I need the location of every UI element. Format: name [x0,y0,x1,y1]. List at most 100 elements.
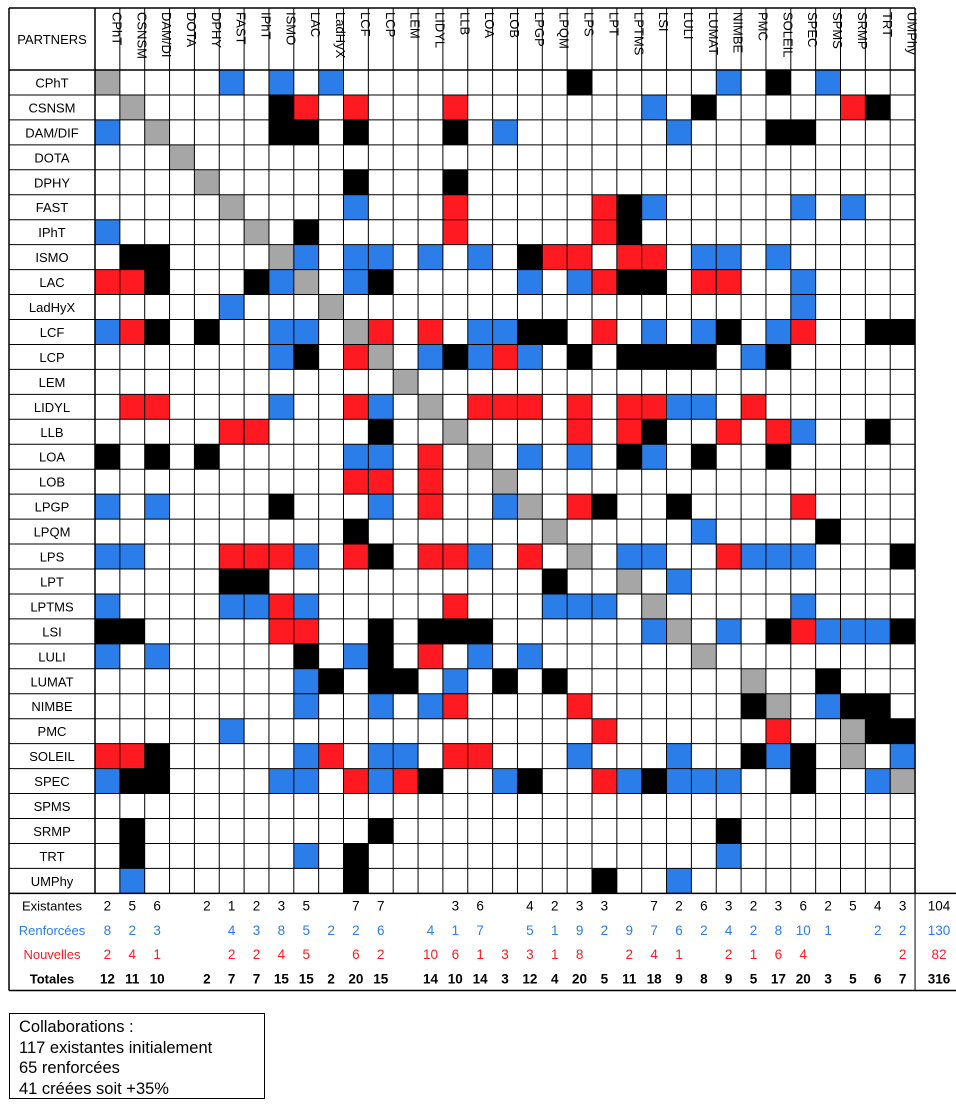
matrix-cell [418,693,443,719]
matrix-cell [418,544,443,569]
matrix-cell [418,618,443,644]
row-label: LPT [40,574,64,589]
matrix-cell [840,94,866,120]
matrix-cell [119,544,145,569]
matrix-cell [244,219,269,245]
matrix-cell [641,94,667,120]
matrix-cell [765,743,791,769]
summary-value: 2 [551,899,559,914]
summary-value: 12 [522,971,537,986]
legend-box: Collaborations : 117 existantes initiale… [9,1013,265,1099]
matrix-cell [268,544,294,569]
matrix-cell [641,394,667,420]
matrix-cell [343,519,369,545]
summary-value: 20 [572,971,587,986]
matrix-cell [517,269,543,295]
column-label: LUMAT [706,12,721,55]
matrix-cell [592,269,617,295]
matrix-cell [293,693,319,719]
matrix-cell [666,618,692,644]
summary-value: 2 [824,899,832,914]
summary-value: 5 [302,923,310,938]
matrix-cell [716,269,742,295]
row-label: DPHY [34,175,70,190]
summary-value: 6 [799,899,807,914]
matrix-cell [616,219,642,245]
column-label: UMPhy [905,12,920,55]
matrix-cell [442,119,468,145]
row-label: LCP [39,350,64,365]
corner-label: PARTNERS [17,32,87,47]
matrix-cell [741,344,766,370]
matrix-cell [616,244,642,270]
matrix-cell [293,743,319,769]
matrix-cell [467,244,493,270]
row-label: LadHyX [29,300,76,315]
matrix-cell [293,618,319,644]
matrix-cell [542,668,568,694]
matrix-cell [691,643,717,669]
summary-value: 5 [601,971,609,986]
row-label: UMPhy [31,874,74,889]
summary-value: 6 [775,947,783,962]
matrix-cell [418,643,443,669]
summary-value: 7 [352,899,360,914]
matrix-cell [194,319,220,345]
matrix-cell [418,768,443,794]
matrix-cell [343,868,369,894]
matrix-cell [268,94,294,120]
matrix-cell [666,494,692,520]
matrix-cell [815,618,841,644]
matrix-cell [641,269,667,295]
matrix-cell [567,494,592,520]
matrix-cell [641,618,667,644]
summary-value: 17 [771,971,786,986]
matrix-cell [517,643,543,669]
legend-line: 65 renforcées [19,1059,120,1077]
matrix-cell [467,344,493,370]
matrix-cell [840,618,866,644]
matrix-cell [765,693,791,719]
column-label: ISMO [283,12,298,45]
column-label: LOA [482,12,497,38]
column-label: LCP [383,12,398,37]
matrix-cell [119,618,145,644]
summary-value: 2 [327,971,335,986]
matrix-cell [741,668,766,694]
summary-value: 11 [125,971,140,986]
summary-value: 6 [476,899,484,914]
matrix-cell [592,319,617,345]
matrix-cell [790,743,816,769]
matrix-cell [840,718,866,744]
matrix-cell [467,319,493,345]
matrix-cell [815,693,841,719]
summary-value: 4 [526,899,534,914]
matrix-cell [666,768,692,794]
matrix-cell [890,768,916,794]
row-label: LUMAT [30,674,73,689]
matrix-cell [293,593,319,619]
matrix-cell [368,494,394,520]
summary-value: 5 [129,899,137,914]
matrix-cell [691,344,717,370]
matrix-cell [865,618,891,644]
matrix-cell [616,344,642,370]
matrix-cell [790,544,816,569]
matrix-cell [293,668,319,694]
summary-value: 2 [899,923,907,938]
matrix-cell [95,119,120,145]
matrix-cell [219,544,245,569]
summary-value: 7 [377,899,385,914]
matrix-cell [467,618,493,644]
column-label: SPMS [830,12,845,49]
matrix-cell [119,768,145,794]
matrix-cell [368,319,394,345]
matrix-cell [890,319,916,345]
summary-value: 5 [526,923,534,938]
matrix-cell [716,618,742,644]
summary-label: Nouvelles [23,947,81,962]
matrix-cell [765,718,791,744]
legend-line: 117 existantes initialement [19,1038,213,1057]
matrix-cell [268,319,294,345]
matrix-cell [343,319,369,345]
